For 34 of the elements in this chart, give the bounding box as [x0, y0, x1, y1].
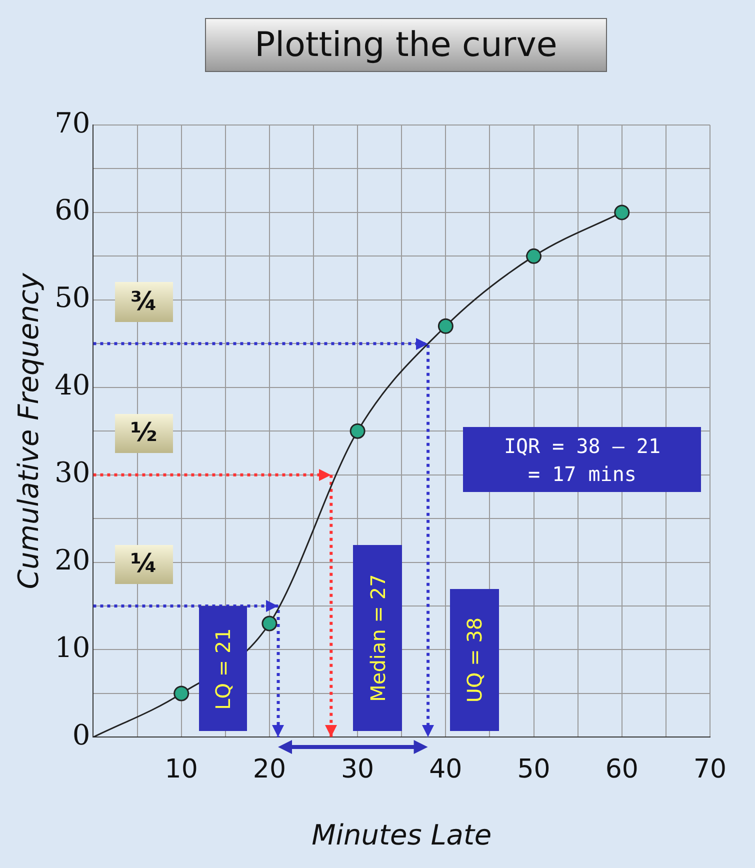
x-tick-label: 70 — [693, 754, 727, 785]
annotation: Median = 27 — [365, 574, 390, 702]
y-tick-label: 10 — [54, 631, 90, 664]
y-tick-label: 0 — [72, 718, 90, 752]
label-box: ¼ — [115, 544, 173, 584]
y-axis-title: Cumulative Frequency — [12, 272, 46, 590]
label-box: UQ = 38 — [450, 588, 499, 732]
point — [614, 204, 630, 220]
label-box: LQ = 21 — [198, 606, 248, 732]
label-box: ¾ — [115, 282, 173, 322]
y-tick-label: 70 — [54, 106, 90, 140]
y-tick-label: 20 — [54, 544, 90, 577]
annotation: LQ = 21 — [211, 628, 236, 710]
y-tick-label: 60 — [54, 194, 90, 227]
x-tick-label: 50 — [517, 754, 550, 785]
y-tick-label: 30 — [54, 456, 90, 490]
x-axis-title: Minutes Late — [312, 818, 492, 852]
point — [526, 248, 542, 264]
x-tick-label: 40 — [429, 754, 462, 785]
y-tick-label: 40 — [54, 368, 90, 402]
label-box: ½ — [115, 414, 173, 453]
annotation: UQ = 38 — [462, 617, 486, 702]
label-box: Median = 27 — [353, 544, 402, 732]
x-tick-label: 20 — [252, 754, 286, 785]
x-tick-label: 10 — [164, 754, 198, 785]
chart-title: Plotting the curve — [205, 18, 607, 72]
y-tick-label: 50 — [54, 281, 90, 314]
label-box: IQR = 38 – 21 = 17 mins — [463, 426, 702, 492]
x-tick-label: 30 — [341, 754, 374, 785]
point — [174, 686, 190, 702]
point — [262, 616, 278, 632]
point — [438, 318, 454, 334]
point — [350, 423, 366, 439]
x-tick-label: 60 — [605, 754, 638, 785]
